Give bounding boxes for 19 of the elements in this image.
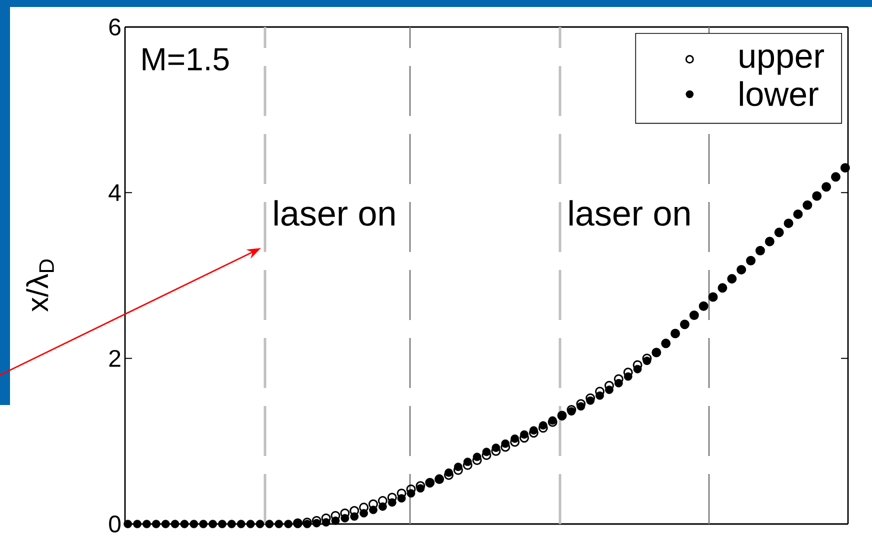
point [359, 502, 369, 512]
y-tick-label: 6 [109, 18, 120, 36]
legend-label: lower [740, 81, 818, 106]
annotation: laser on [274, 200, 394, 226]
point [406, 484, 416, 494]
legend-label: upper [740, 49, 824, 75]
point [566, 404, 576, 414]
y-tick-label: 2 [109, 350, 120, 367]
point [368, 499, 378, 509]
point [350, 506, 360, 516]
y-axis-title: x/λ$_{D}$ [26, 260, 54, 312]
annotation: M=1.5 [142, 48, 229, 71]
point [387, 492, 397, 502]
point [378, 496, 388, 506]
y-tick-label: 0 [109, 516, 121, 532]
y-tick-label: 4 [108, 184, 121, 201]
annotation: laser on [570, 200, 690, 226]
point [340, 508, 350, 518]
point [330, 510, 340, 520]
